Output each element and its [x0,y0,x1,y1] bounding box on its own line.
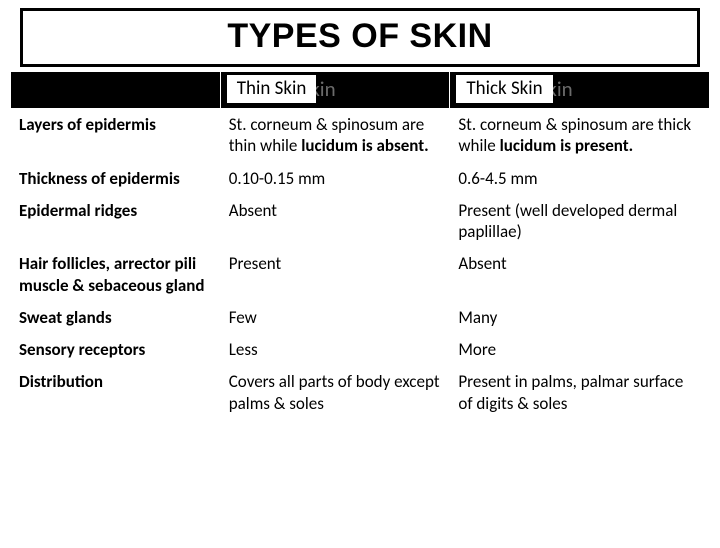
thick-cell: Present in palms, palmar surface of digi… [450,366,710,420]
table-row: Layers of epidermis St. corneum & spinos… [11,109,710,163]
title-box: TYPES OF SKIN [20,8,700,67]
table-row: Sensory receptors Less More [11,334,710,366]
thin-cell: Less [220,334,450,366]
header-row: Thin Skin Thin Skin Thick Skin Thick Ski… [11,72,710,109]
table-row: Distribution Covers all parts of body ex… [11,366,710,420]
attr-cell: Thickness of epidermis [11,162,221,194]
header-thick: Thick Skin Thick Skin [450,72,710,109]
thick-cell: 0.6-4.5 mm [450,162,710,194]
thick-header-label: Thick Skin [456,75,552,103]
table-row: Thickness of epidermis 0.10-0.15 mm 0.6-… [11,162,710,194]
table-row: Sweat glands Few Many [11,301,710,333]
attr-cell: Epidermal ridges [11,194,221,248]
thick-cell: More [450,334,710,366]
thin-cell: 0.10-0.15 mm [220,162,450,194]
thick-cell: Many [450,301,710,333]
thin-cell: Few [220,301,450,333]
attr-cell: Distribution [11,366,221,420]
header-thin: Thin Skin Thin Skin [220,72,450,109]
thin-cell: Absent [220,194,450,248]
thin-cell: Covers all parts of body except palms & … [220,366,450,420]
header-blank [11,72,221,109]
thick-cell: Absent [450,248,710,302]
thin-cell: Present [220,248,450,302]
skin-table: Thin Skin Thin Skin Thick Skin Thick Ski… [10,71,710,420]
thick-cell: St. corneum & spinosum are thick while l… [450,109,710,163]
table-row: Epidermal ridges Absent Present (well de… [11,194,710,248]
thick-cell: Present (well developed dermal paplillae… [450,194,710,248]
table-row: Hair follicles, arrector pili muscle & s… [11,248,710,302]
attr-cell: Sweat glands [11,301,221,333]
attr-cell: Sensory receptors [11,334,221,366]
thin-header-label: Thin Skin [227,75,317,103]
thin-cell: St. corneum & spinosum are thin while lu… [220,109,450,163]
page-title: TYPES OF SKIN [23,17,697,56]
attr-cell: Hair follicles, arrector pili muscle & s… [11,248,221,302]
attr-cell: Layers of epidermis [11,109,221,163]
